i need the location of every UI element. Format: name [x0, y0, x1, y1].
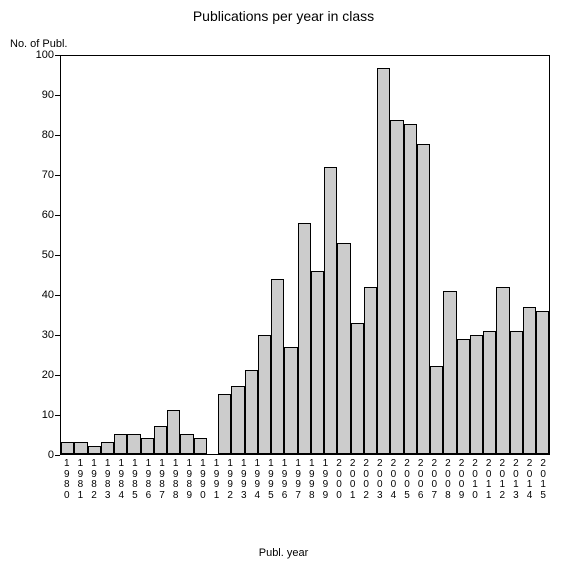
bar [430, 366, 443, 454]
bar [457, 339, 470, 454]
bar [88, 446, 101, 454]
bar [61, 442, 74, 454]
x-tick-label: 1997 [291, 455, 305, 501]
bar [443, 291, 456, 454]
x-tick-label: 1993 [237, 455, 251, 501]
bar [496, 287, 509, 454]
y-tick-label: 30 [14, 329, 54, 341]
x-tick-label: 1983 [101, 455, 115, 501]
x-tick-label: 2013 [509, 455, 523, 501]
x-tick-label: 1995 [264, 455, 278, 501]
bar [101, 442, 114, 454]
bar [483, 331, 496, 454]
bar [258, 335, 271, 454]
x-tick-label: 2009 [455, 455, 469, 501]
x-axis-label: Publ. year [0, 547, 567, 559]
x-tick-label: 1982 [87, 455, 101, 501]
chart-title: Publications per year in class [0, 8, 567, 24]
x-tick-label: 2004 [387, 455, 401, 501]
x-tick-label: 1991 [210, 455, 224, 501]
x-tick-label: 2010 [468, 455, 482, 501]
bar [351, 323, 364, 454]
bar [470, 335, 483, 454]
y-tick-label: 0 [14, 449, 54, 461]
bar [141, 438, 154, 454]
x-axis-ticks: 1980198119821983198419851986198719881989… [60, 455, 550, 501]
bar [298, 223, 311, 454]
bar [390, 120, 403, 454]
x-tick-label: 1994 [251, 455, 265, 501]
bar [154, 426, 167, 454]
x-tick-label: 2011 [482, 455, 496, 501]
bar [114, 434, 127, 454]
x-tick-label: 1988 [169, 455, 183, 501]
bar [167, 410, 180, 454]
y-tick-label: 80 [14, 129, 54, 141]
bar [271, 279, 284, 454]
x-tick-label: 1987 [155, 455, 169, 501]
x-tick-label: 2014 [523, 455, 537, 501]
bar [404, 124, 417, 454]
y-tick-label: 20 [14, 369, 54, 381]
x-tick-label: 2007 [427, 455, 441, 501]
x-tick-label: 1990 [196, 455, 210, 501]
bar [245, 370, 258, 454]
bars-group [61, 56, 549, 454]
x-tick-label: 1989 [182, 455, 196, 501]
x-tick-label: 2012 [496, 455, 510, 501]
x-tick-label: 1998 [305, 455, 319, 501]
plot-area [60, 55, 550, 455]
bar [194, 438, 207, 454]
x-tick-label: 1981 [74, 455, 88, 501]
x-tick-label: 2015 [536, 455, 550, 501]
y-tick-label: 70 [14, 169, 54, 181]
bar [311, 271, 324, 454]
bar [364, 287, 377, 454]
y-tick-label: 60 [14, 209, 54, 221]
x-tick-label: 1980 [60, 455, 74, 501]
y-tick-label: 100 [14, 49, 54, 61]
x-tick-label: 2002 [359, 455, 373, 501]
y-tick-label: 90 [14, 89, 54, 101]
x-tick-label: 1984 [114, 455, 128, 501]
bar [523, 307, 536, 454]
x-tick-label: 1996 [278, 455, 292, 501]
y-axis-ticks: 0102030405060708090100 [0, 55, 60, 455]
bar [324, 167, 337, 454]
x-tick-label: 2003 [373, 455, 387, 501]
y-tick-label: 50 [14, 249, 54, 261]
x-tick-label: 1986 [142, 455, 156, 501]
bar [218, 394, 231, 454]
bar [74, 442, 87, 454]
x-tick-label: 2005 [400, 455, 414, 501]
y-tick-label: 10 [14, 409, 54, 421]
x-tick-label: 2000 [332, 455, 346, 501]
chart-container: Publications per year in class No. of Pu… [0, 0, 567, 567]
bar [284, 347, 297, 454]
bar [127, 434, 140, 454]
bar [510, 331, 523, 454]
y-tick-label: 40 [14, 289, 54, 301]
x-tick-label: 1985 [128, 455, 142, 501]
x-tick-label: 1999 [319, 455, 333, 501]
bar [231, 386, 244, 454]
x-tick-label: 1992 [223, 455, 237, 501]
x-tick-label: 2006 [414, 455, 428, 501]
bar [536, 311, 549, 454]
bar [337, 243, 350, 454]
bar [417, 144, 430, 454]
x-tick-label: 2001 [346, 455, 360, 501]
bar [180, 434, 193, 454]
bar [377, 68, 390, 454]
x-tick-label: 2008 [441, 455, 455, 501]
